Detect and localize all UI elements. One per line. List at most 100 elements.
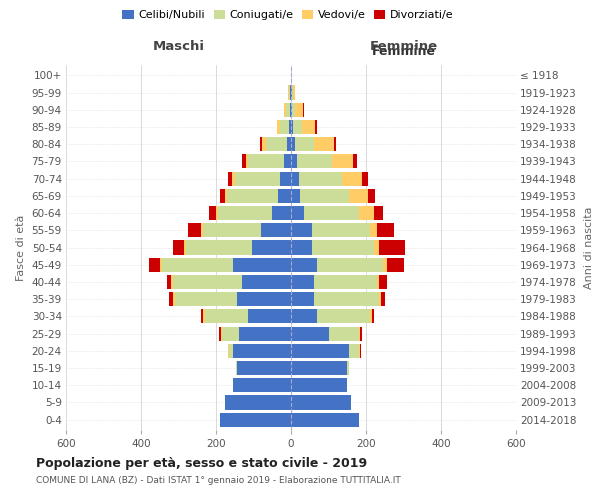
Bar bbox=[291, 154, 296, 168]
Bar bbox=[167, 275, 171, 289]
Bar bbox=[201, 223, 203, 238]
Bar bbox=[233, 344, 291, 358]
Bar bbox=[229, 344, 233, 358]
Bar bbox=[169, 292, 173, 306]
Legend: Celibi/Nubili, Coniugati/e, Vedovi/e, Divorziati/e: Celibi/Nubili, Coniugati/e, Vedovi/e, Di… bbox=[118, 6, 458, 25]
Bar bbox=[291, 258, 317, 272]
Bar bbox=[295, 102, 302, 117]
Bar bbox=[299, 172, 341, 185]
Bar bbox=[291, 137, 295, 152]
Bar bbox=[373, 206, 383, 220]
Text: Femmine: Femmine bbox=[371, 44, 436, 58]
Bar bbox=[317, 310, 370, 324]
Bar bbox=[353, 154, 356, 168]
Bar bbox=[242, 275, 291, 289]
Bar bbox=[277, 120, 280, 134]
Bar bbox=[236, 292, 291, 306]
Bar bbox=[291, 361, 347, 375]
Bar bbox=[379, 292, 381, 306]
Bar bbox=[209, 206, 216, 220]
Bar bbox=[301, 189, 349, 203]
Bar bbox=[368, 189, 376, 203]
Bar bbox=[161, 258, 233, 272]
Bar bbox=[332, 154, 353, 168]
Bar bbox=[291, 344, 349, 358]
Bar bbox=[379, 275, 386, 289]
Bar bbox=[287, 137, 291, 152]
Bar bbox=[349, 344, 359, 358]
Bar bbox=[188, 223, 201, 238]
Bar bbox=[314, 137, 334, 152]
Bar bbox=[216, 206, 218, 220]
Text: Femmine: Femmine bbox=[370, 40, 437, 53]
Bar bbox=[220, 189, 226, 203]
Bar bbox=[291, 86, 292, 100]
Bar bbox=[291, 206, 304, 220]
Bar bbox=[291, 275, 314, 289]
Bar bbox=[280, 172, 291, 185]
Bar bbox=[149, 258, 160, 272]
Text: Popolazione per età, sesso e stato civile - 2019: Popolazione per età, sesso e stato civil… bbox=[36, 458, 367, 470]
Bar bbox=[291, 102, 292, 117]
Bar bbox=[261, 223, 291, 238]
Bar bbox=[289, 86, 290, 100]
Bar bbox=[311, 223, 370, 238]
Bar bbox=[341, 172, 362, 185]
Bar bbox=[203, 223, 261, 238]
Bar bbox=[291, 172, 299, 185]
Bar bbox=[175, 292, 236, 306]
Bar bbox=[233, 378, 291, 392]
Bar bbox=[329, 326, 359, 340]
Bar bbox=[284, 102, 286, 117]
Bar bbox=[235, 172, 280, 185]
Bar bbox=[295, 137, 314, 152]
Bar bbox=[349, 189, 368, 203]
Bar bbox=[228, 172, 232, 185]
Bar bbox=[334, 137, 336, 152]
Bar bbox=[291, 120, 293, 134]
Bar bbox=[186, 240, 251, 254]
Y-axis label: Fasce di età: Fasce di età bbox=[16, 214, 26, 280]
Bar bbox=[373, 240, 379, 254]
Bar bbox=[292, 86, 293, 100]
Bar bbox=[370, 310, 371, 324]
Bar bbox=[232, 172, 235, 185]
Bar bbox=[278, 189, 291, 203]
Bar bbox=[291, 396, 351, 409]
Bar bbox=[233, 258, 291, 272]
Bar bbox=[304, 206, 359, 220]
Bar bbox=[383, 258, 386, 272]
Bar bbox=[291, 378, 347, 392]
Text: Maschi: Maschi bbox=[152, 40, 205, 53]
Bar bbox=[291, 310, 317, 324]
Bar bbox=[218, 326, 221, 340]
Bar bbox=[286, 102, 290, 117]
Bar bbox=[248, 310, 291, 324]
Bar bbox=[293, 120, 302, 134]
Bar bbox=[359, 206, 373, 220]
Text: COMUNE DI LANA (BZ) - Dati ISTAT 1° gennaio 2019 - Elaborazione TUTTITALIA.IT: COMUNE DI LANA (BZ) - Dati ISTAT 1° genn… bbox=[36, 476, 401, 485]
Bar bbox=[266, 137, 287, 152]
Bar bbox=[302, 120, 316, 134]
Bar bbox=[284, 154, 291, 168]
Bar bbox=[289, 120, 291, 134]
Bar bbox=[377, 275, 379, 289]
Bar bbox=[291, 412, 359, 426]
Bar bbox=[377, 223, 394, 238]
Bar bbox=[262, 137, 266, 152]
Bar bbox=[379, 240, 406, 254]
Bar bbox=[205, 310, 248, 324]
Bar bbox=[184, 240, 186, 254]
Bar bbox=[251, 240, 291, 254]
Bar bbox=[171, 275, 173, 289]
Bar bbox=[362, 172, 368, 185]
Bar bbox=[280, 120, 289, 134]
Bar bbox=[173, 275, 242, 289]
Bar bbox=[173, 240, 184, 254]
Bar bbox=[226, 396, 291, 409]
Bar bbox=[201, 310, 203, 324]
Bar bbox=[311, 240, 373, 254]
Bar bbox=[221, 326, 239, 340]
Bar bbox=[381, 292, 385, 306]
Bar bbox=[386, 258, 404, 272]
